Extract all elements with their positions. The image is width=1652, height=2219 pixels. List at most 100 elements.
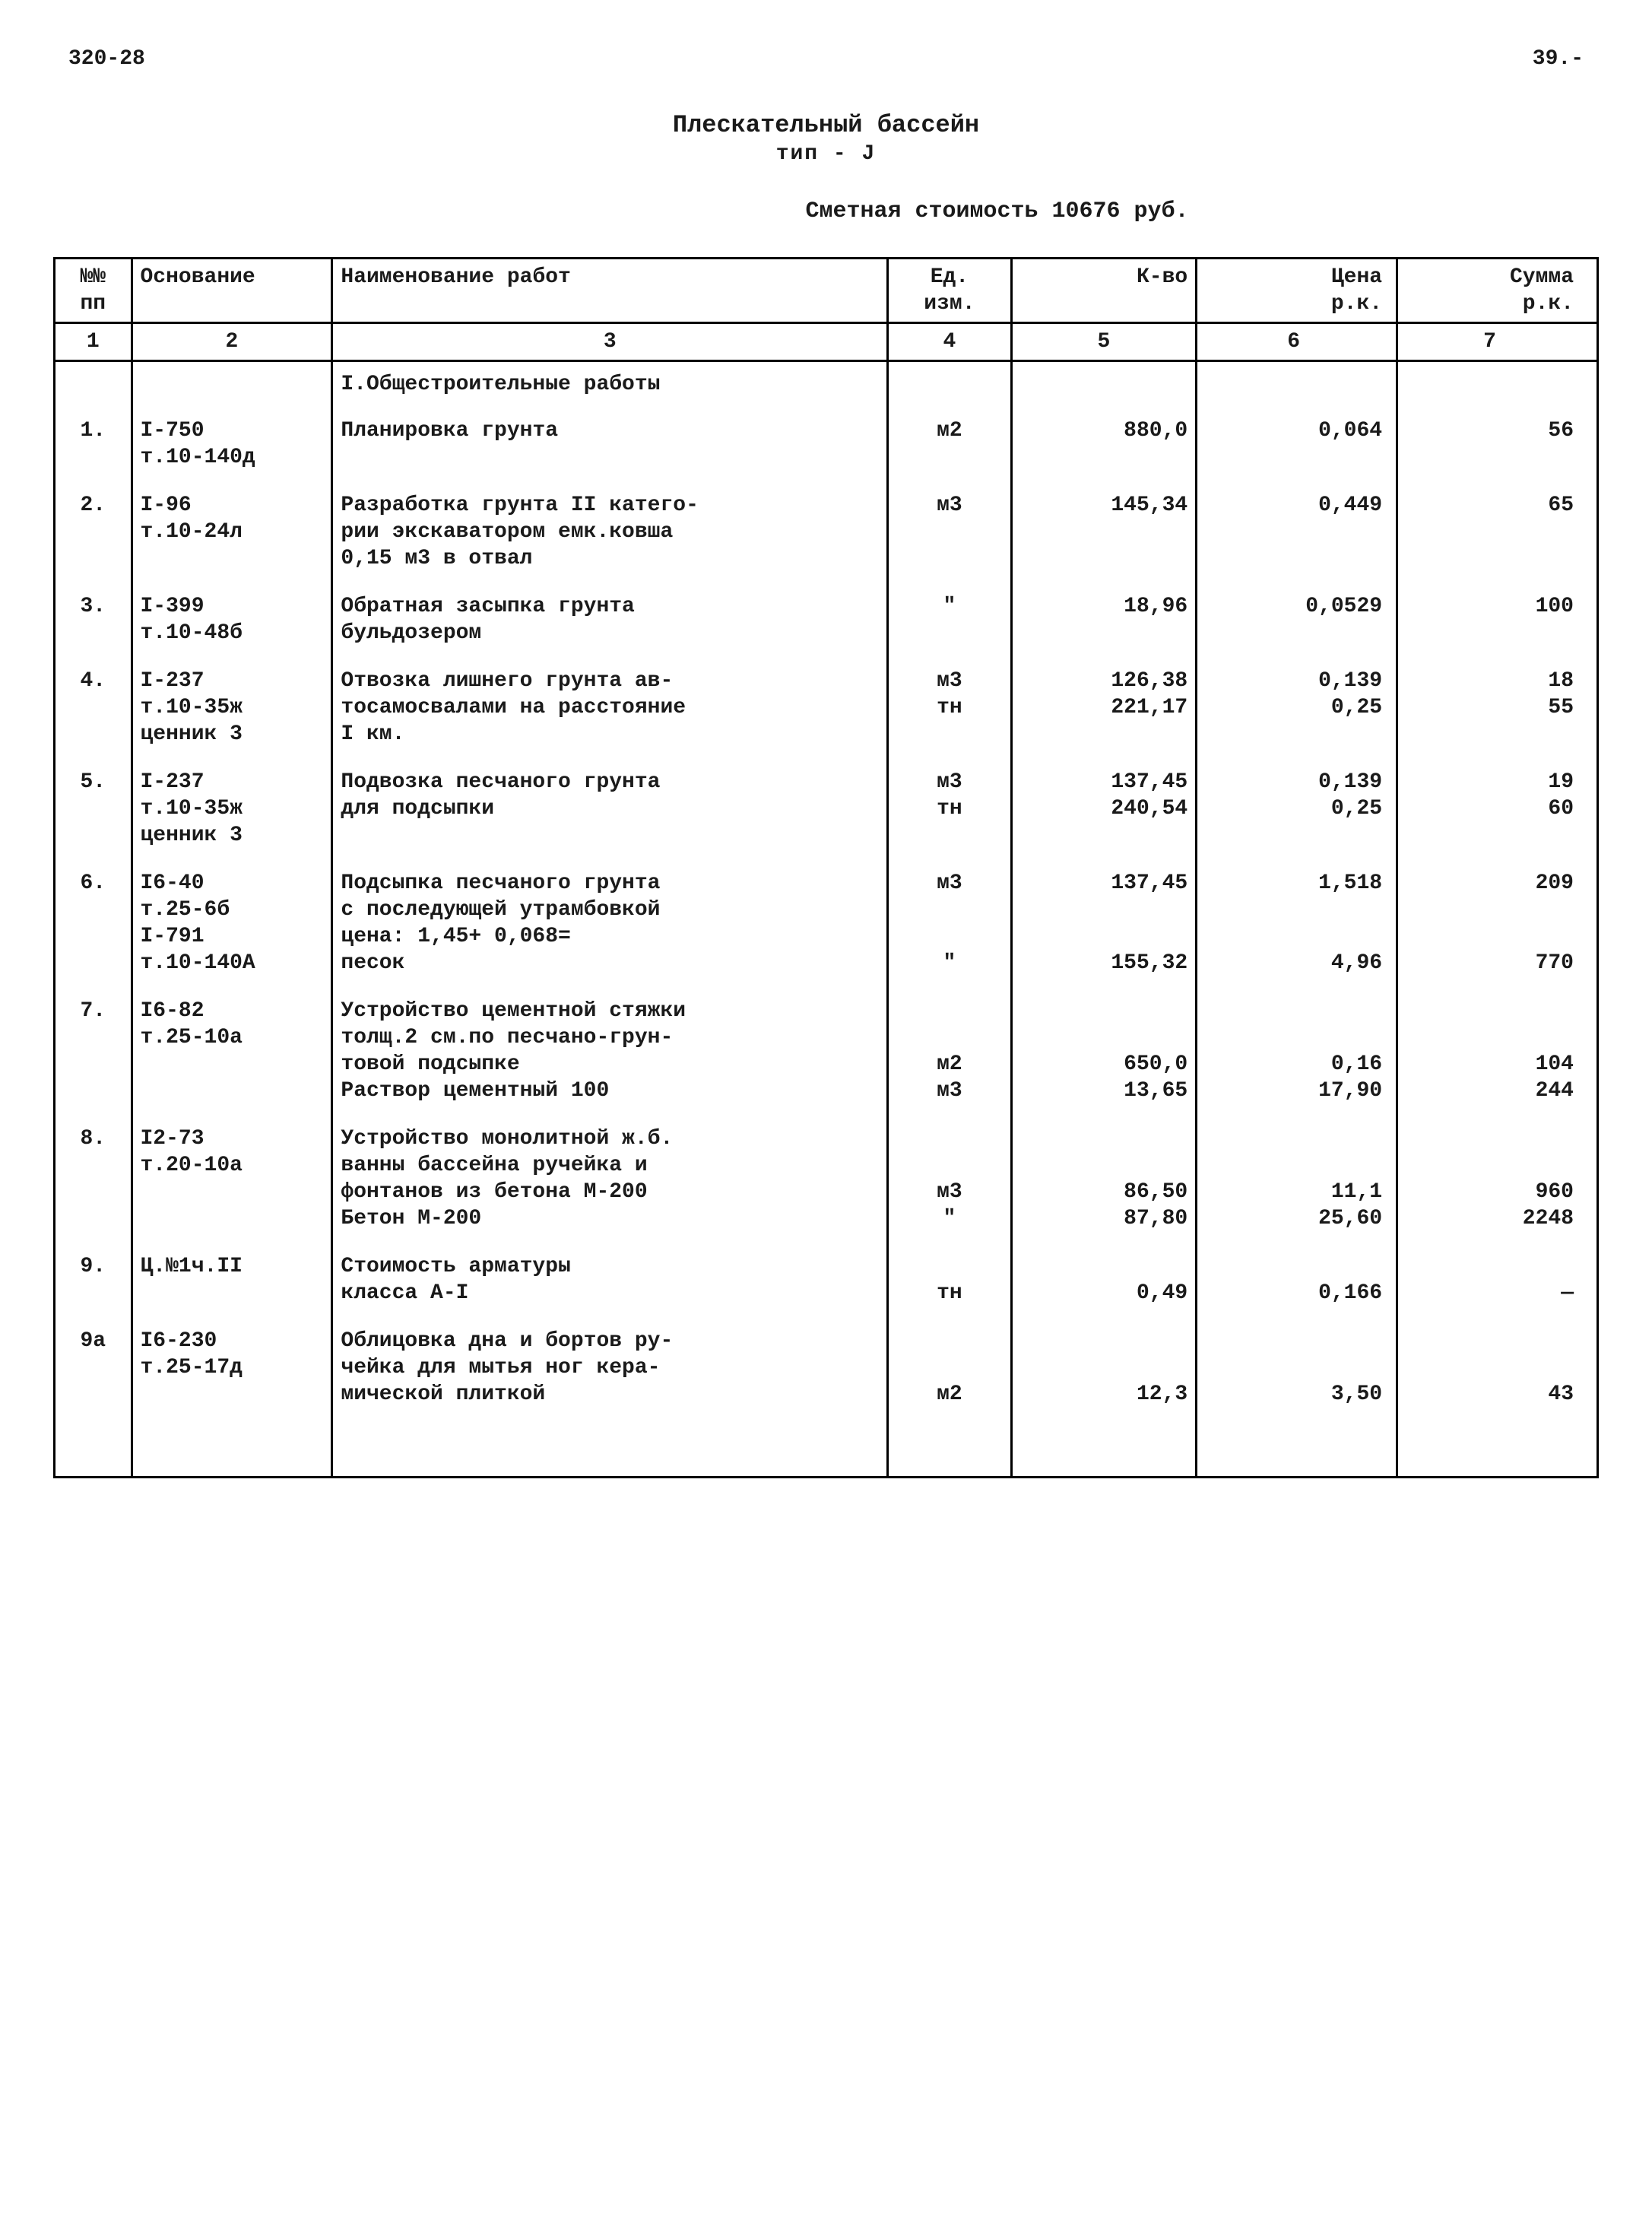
- estimate-table: №№пп Основание Наименование работ Ед.изм…: [53, 257, 1599, 1478]
- cell-qty: 12,3: [1011, 1317, 1197, 1478]
- cell-qty: 126,38221,17: [1011, 657, 1197, 758]
- title-line1: Плескательный бассейн: [53, 110, 1599, 141]
- cell-sum: 104244: [1397, 987, 1598, 1115]
- cell-price: 1,518 4,96: [1197, 859, 1397, 987]
- cell-price: 0,166: [1197, 1243, 1397, 1317]
- cell-unit: ": [888, 583, 1011, 657]
- cell-qty: 880,0: [1011, 407, 1197, 481]
- cell-basis: I-237т.10-35жценник 3: [132, 758, 332, 859]
- cell-unit: м2: [888, 407, 1011, 481]
- table-row: 6.I6-40т.25-6бI-791т.10-140АПодсыпка пес…: [55, 859, 1598, 987]
- col-header-price: Ценар.к.: [1197, 258, 1397, 322]
- cell-name: Подсыпка песчаного грунтас последующей у…: [332, 859, 888, 987]
- colnum-1: 1: [55, 322, 132, 360]
- col-header-sum: Суммар.к.: [1397, 258, 1598, 322]
- cell-qty: 0,49: [1011, 1243, 1197, 1317]
- cell-num: 3.: [55, 583, 132, 657]
- cell-num: 4.: [55, 657, 132, 758]
- cell-unit: м3: [888, 481, 1011, 583]
- table-row: 8.I2-73т.20-10аУстройство монолитной ж.б…: [55, 1115, 1598, 1243]
- cell-sum: 100: [1397, 583, 1598, 657]
- cell-name: Отвозка лишнего грунта ав-тосамосвалами …: [332, 657, 888, 758]
- table-row: 1.I-750т.10-140дПланировка грунтам2880,0…: [55, 407, 1598, 481]
- cell-num: 6.: [55, 859, 132, 987]
- cell-price: 11,125,60: [1197, 1115, 1397, 1243]
- cell-basis: I6-230т.25-17д: [132, 1317, 332, 1478]
- cell-num: 9а: [55, 1317, 132, 1478]
- cell-unit: м2: [888, 1317, 1011, 1478]
- colnum-3: 3: [332, 322, 888, 360]
- doc-code: 320-28: [68, 46, 145, 72]
- col-header-name: Наименование работ: [332, 258, 888, 322]
- cell-qty: 137,45 155,32: [1011, 859, 1197, 987]
- cell-sum: 1960: [1397, 758, 1598, 859]
- cell-name: Обратная засыпка грунтабульдозером: [332, 583, 888, 657]
- colnum-6: 6: [1197, 322, 1397, 360]
- table-row: 7.I6-82т.25-10аУстройство цементной стяж…: [55, 987, 1598, 1115]
- cell-sum: —: [1397, 1243, 1598, 1317]
- cell-qty: 137,45240,54: [1011, 758, 1197, 859]
- cell-qty: 145,34: [1011, 481, 1197, 583]
- table-row: 4.I-237т.10-35жценник 3Отвозка лишнего г…: [55, 657, 1598, 758]
- cell-unit: м2м3: [888, 987, 1011, 1115]
- table-row: 9аI6-230т.25-17дОблицовка дна и бортов р…: [55, 1317, 1598, 1478]
- title-line2: тип - J: [53, 141, 1599, 167]
- cell-num: 9.: [55, 1243, 132, 1317]
- cell-sum: 209 770: [1397, 859, 1598, 987]
- cell-num: 1.: [55, 407, 132, 481]
- cell-name: Облицовка дна и бортов ру-чейка для мыть…: [332, 1317, 888, 1478]
- cell-basis: I-399т.10-48б: [132, 583, 332, 657]
- section-heading: I.Общестроительные работы: [332, 360, 888, 407]
- cell-basis: I-750т.10-140д: [132, 407, 332, 481]
- table-header-row: №№пп Основание Наименование работ Ед.изм…: [55, 258, 1598, 322]
- cell-num: 5.: [55, 758, 132, 859]
- colnum-5: 5: [1011, 322, 1197, 360]
- col-header-qty: К-во: [1011, 258, 1197, 322]
- colnum-7: 7: [1397, 322, 1598, 360]
- cell-price: 0,064: [1197, 407, 1397, 481]
- cell-qty: 86,5087,80: [1011, 1115, 1197, 1243]
- colnum-4: 4: [888, 322, 1011, 360]
- table-row: 3.I-399т.10-48бОбратная засыпка грунтабу…: [55, 583, 1598, 657]
- cell-price: 0,0529: [1197, 583, 1397, 657]
- table-row: 5.I-237т.10-35жценник 3Подвозка песчаног…: [55, 758, 1598, 859]
- estimate-total: Сметная стоимость 10676 руб.: [395, 198, 1599, 227]
- cell-unit: м3тн: [888, 657, 1011, 758]
- cell-name: Разработка грунта II катего-рии экскават…: [332, 481, 888, 583]
- cell-basis: I6-40т.25-6бI-791т.10-140А: [132, 859, 332, 987]
- cell-sum: 9602248: [1397, 1115, 1598, 1243]
- title-block: Плескательный бассейн тип - J: [53, 110, 1599, 167]
- cell-basis: I6-82т.25-10а: [132, 987, 332, 1115]
- cell-qty: 18,96: [1011, 583, 1197, 657]
- cell-basis: I2-73т.20-10а: [132, 1115, 332, 1243]
- table-row: I.Общестроительные работы: [55, 360, 1598, 407]
- cell-price: 0,1390,25: [1197, 657, 1397, 758]
- table-row: 2.I-96т.10-24лРазработка грунта II катег…: [55, 481, 1598, 583]
- cell-name: Устройство монолитной ж.б.ванны бассейна…: [332, 1115, 888, 1243]
- cell-num: 7.: [55, 987, 132, 1115]
- cell-name: Устройство цементной стяжкитолщ.2 см.по …: [332, 987, 888, 1115]
- cell-qty: 650,013,65: [1011, 987, 1197, 1115]
- cell-num: 2.: [55, 481, 132, 583]
- cell-price: 0,449: [1197, 481, 1397, 583]
- col-header-num: №№пп: [55, 258, 132, 322]
- cell-basis: Ц.№1ч.II: [132, 1243, 332, 1317]
- cell-name: Планировка грунта: [332, 407, 888, 481]
- cell-basis: I-96т.10-24л: [132, 481, 332, 583]
- cell-name: Стоимость арматурыкласса А-I: [332, 1243, 888, 1317]
- col-header-basis: Основание: [132, 258, 332, 322]
- table-row: 9.Ц.№1ч.IIСтоимость арматурыкласса А-I т…: [55, 1243, 1598, 1317]
- cell-sum: 65: [1397, 481, 1598, 583]
- table-colnum-row: 1 2 3 4 5 6 7: [55, 322, 1598, 360]
- cell-name: Подвозка песчаного грунтадля подсыпки: [332, 758, 888, 859]
- cell-unit: тн: [888, 1243, 1011, 1317]
- cell-price: 0,1617,90: [1197, 987, 1397, 1115]
- colnum-2: 2: [132, 322, 332, 360]
- col-header-unit: Ед.изм.: [888, 258, 1011, 322]
- cell-num: 8.: [55, 1115, 132, 1243]
- cell-price: 3,50: [1197, 1317, 1397, 1478]
- cell-unit: м3 ": [888, 859, 1011, 987]
- cell-basis: I-237т.10-35жценник 3: [132, 657, 332, 758]
- cell-sum: 1855: [1397, 657, 1598, 758]
- page-number: 39.-: [1533, 46, 1584, 72]
